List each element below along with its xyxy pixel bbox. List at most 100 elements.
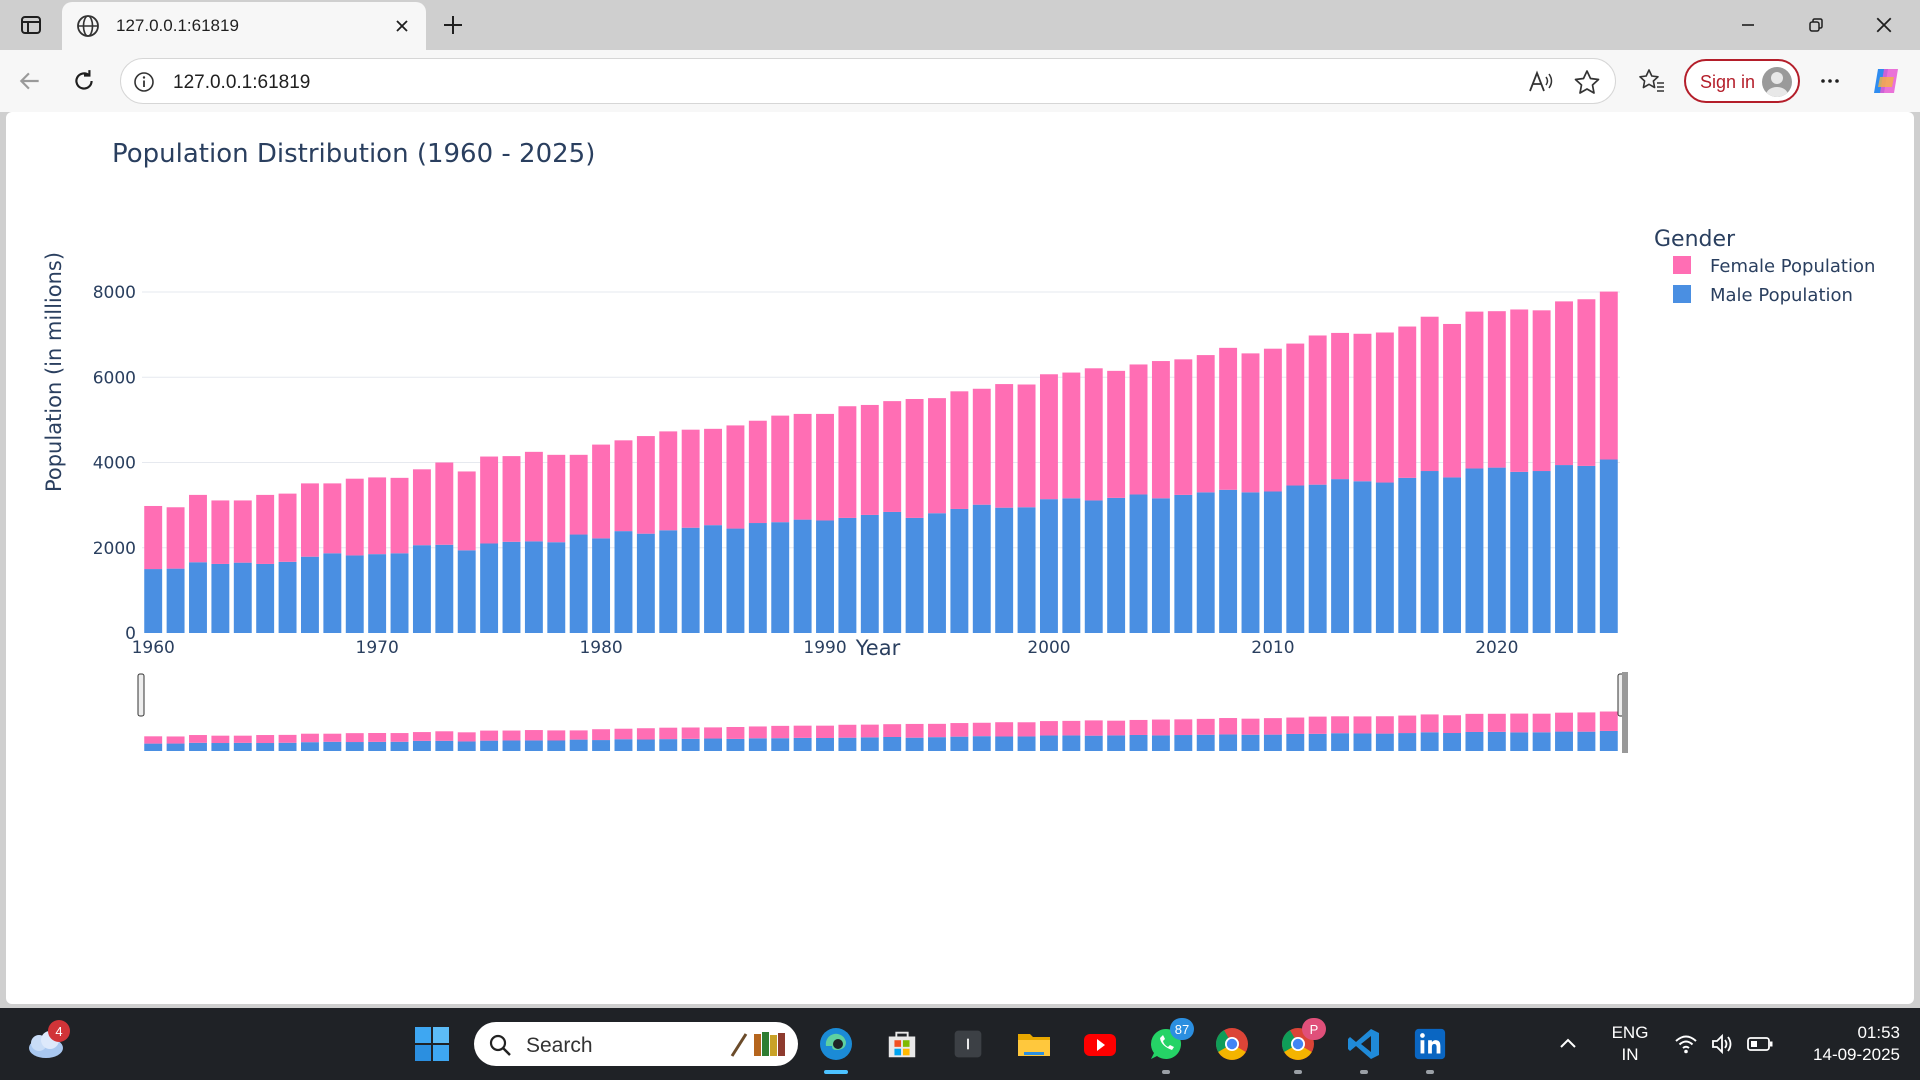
info-icon[interactable] (133, 71, 155, 93)
address-bar[interactable]: 127.0.0.1:61819 (120, 58, 1616, 104)
bar-female[interactable] (1577, 299, 1596, 466)
bar-female[interactable] (1241, 353, 1260, 493)
bar-female[interactable] (211, 500, 230, 564)
bar-female[interactable] (1353, 333, 1372, 482)
bar-male[interactable] (592, 538, 611, 633)
bar-female[interactable] (166, 507, 185, 569)
restore-button[interactable] (1786, 6, 1846, 44)
bar-male[interactable] (1532, 471, 1551, 633)
legend-item-female[interactable]: Female Population (1673, 256, 1875, 277)
bar-female[interactable] (816, 413, 834, 521)
bar-male[interactable] (412, 545, 431, 633)
language-indicator[interactable]: ENG IN (1606, 1022, 1654, 1066)
bar-male[interactable] (1555, 465, 1573, 633)
bar-female[interactable] (390, 477, 409, 554)
bar-male[interactable] (614, 531, 633, 633)
bar-female[interactable] (1308, 335, 1327, 485)
bar-female[interactable] (1219, 347, 1238, 490)
taskbar-edge[interactable] (814, 1022, 858, 1074)
bar-female[interactable] (860, 404, 879, 515)
url-text[interactable]: 127.0.0.1:61819 (173, 72, 311, 93)
bar-female[interactable] (300, 483, 319, 557)
more-button[interactable] (1812, 63, 1848, 99)
bar-male[interactable] (211, 563, 230, 633)
bar-male[interactable] (345, 555, 364, 633)
bar-female[interactable] (1174, 359, 1193, 495)
bar-male[interactable] (1263, 491, 1282, 633)
taskbar-youtube[interactable] (1078, 1022, 1122, 1066)
bar-male[interactable] (569, 534, 588, 633)
bar-male[interactable] (300, 556, 319, 633)
bar-male[interactable] (278, 561, 297, 633)
sign-in-button[interactable]: Sign in (1684, 59, 1800, 103)
bar-male[interactable] (1039, 499, 1058, 633)
bar-male[interactable] (1443, 477, 1462, 633)
bar-female[interactable] (1532, 310, 1551, 472)
bar-female[interactable] (1555, 301, 1573, 466)
bar-female[interactable] (1465, 311, 1484, 469)
bar-male[interactable] (390, 553, 409, 633)
range-slider[interactable] (137, 672, 1628, 753)
weather-widget[interactable]: 4 (24, 1020, 70, 1064)
bar-female[interactable] (1375, 332, 1394, 483)
bar-female[interactable] (1331, 332, 1350, 480)
bar-female[interactable] (435, 462, 454, 545)
battery-icon[interactable] (1746, 1032, 1774, 1056)
taskbar-terminal[interactable] (946, 1022, 990, 1066)
legend-item-male[interactable]: Male Population (1673, 285, 1853, 306)
bar-male[interactable] (704, 525, 723, 633)
bar-female[interactable] (793, 413, 812, 520)
bar-female[interactable] (1039, 374, 1058, 500)
bar-female[interactable] (1510, 309, 1529, 472)
back-button[interactable] (12, 63, 48, 99)
bar-male[interactable] (1308, 484, 1327, 633)
bar-male[interactable] (681, 527, 700, 633)
tab-actions-button[interactable] (14, 9, 48, 41)
bar-female[interactable] (636, 436, 655, 534)
read-aloud-icon[interactable] (1527, 69, 1555, 95)
taskbar-linkedin[interactable] (1408, 1022, 1452, 1074)
wifi-icon[interactable] (1674, 1032, 1698, 1056)
bar-male[interactable] (636, 533, 655, 633)
bar-female[interactable] (144, 505, 163, 570)
taskbar-vscode[interactable] (1342, 1022, 1386, 1074)
bar-male[interactable] (1107, 497, 1126, 633)
bar-female[interactable] (748, 420, 767, 524)
bar-male[interactable] (972, 504, 991, 633)
bar-male[interactable] (1151, 498, 1170, 633)
bar-female[interactable] (1196, 355, 1215, 493)
bar-male[interactable] (435, 544, 454, 633)
bar-female[interactable] (1151, 361, 1170, 499)
bar-male[interactable] (457, 550, 476, 633)
bar-female[interactable] (1129, 364, 1148, 495)
bar-female[interactable] (1084, 368, 1103, 501)
bar-female[interactable] (1062, 372, 1081, 499)
bar-male[interactable] (838, 517, 857, 633)
bar-female[interactable] (524, 451, 543, 542)
taskbar-file-explorer[interactable] (1012, 1022, 1056, 1066)
bar-female[interactable] (972, 388, 991, 505)
bar-male[interactable] (323, 553, 342, 633)
bar-female[interactable] (838, 406, 857, 518)
bar-male[interactable] (166, 568, 185, 633)
bar-female[interactable] (1487, 311, 1506, 468)
bar-male[interactable] (1219, 489, 1238, 633)
bar-male[interactable] (748, 523, 767, 633)
bar-male[interactable] (726, 528, 745, 633)
bar-female[interactable] (233, 500, 252, 563)
taskbar-whatsapp[interactable]: 87 (1144, 1018, 1194, 1074)
bar-female[interactable] (278, 493, 297, 562)
bar-male[interactable] (368, 554, 387, 633)
bar-female[interactable] (659, 431, 678, 531)
bar-male[interactable] (1398, 477, 1417, 633)
bar-male[interactable] (1420, 471, 1439, 633)
bar-male[interactable] (189, 562, 207, 633)
minimize-button[interactable] (1718, 6, 1778, 44)
bar-female[interactable] (726, 425, 745, 529)
main-bars[interactable] (144, 291, 1618, 633)
favorites-button[interactable] (1634, 63, 1670, 99)
active-tab[interactable]: 127.0.0.1:61819 (62, 2, 426, 50)
bar-female[interactable] (502, 456, 521, 542)
bar-male[interactable] (1084, 500, 1103, 633)
bar-male[interactable] (950, 508, 969, 633)
